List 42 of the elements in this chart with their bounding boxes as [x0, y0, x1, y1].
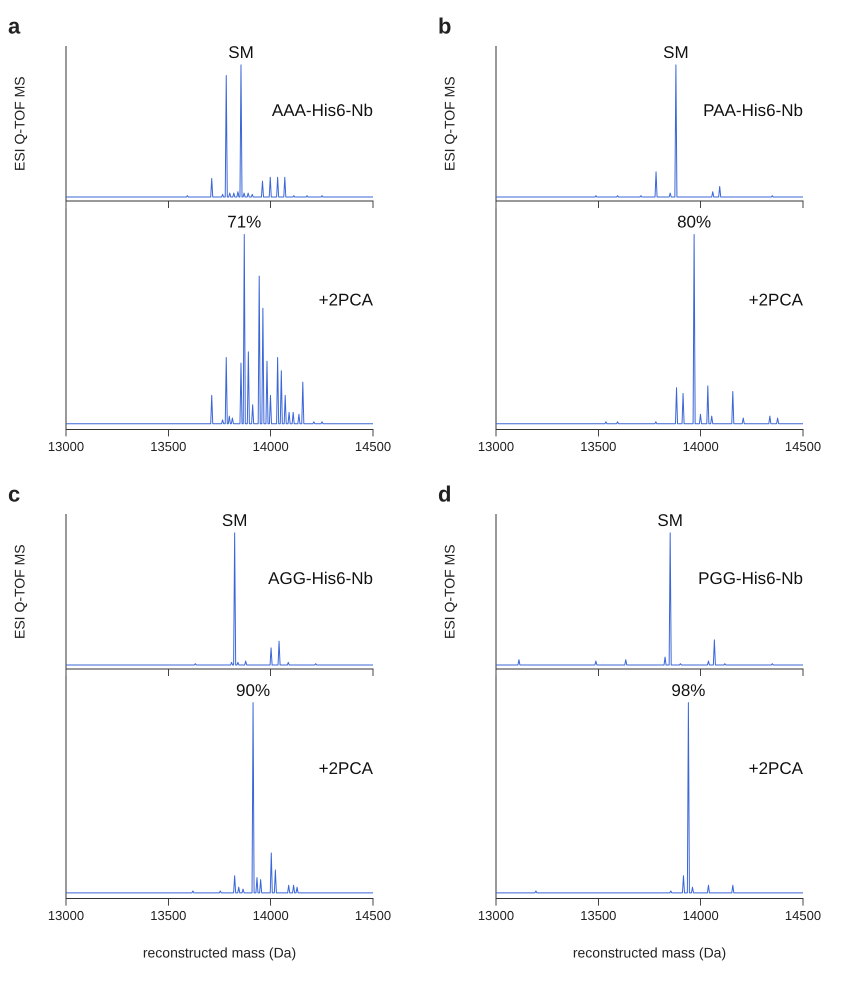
- y-axis-title: ESI Q-TOF MS: [441, 76, 458, 172]
- chart-title: b: [438, 13, 452, 38]
- annotation: AAA-His6-Nb: [272, 101, 373, 120]
- annotation: +2PCA: [748, 290, 804, 310]
- x-tick-label: 14000: [682, 438, 719, 454]
- x-tick-label: 14500: [354, 908, 392, 923]
- annotation: SM: [663, 43, 689, 62]
- annotation: 98%: [671, 680, 706, 700]
- x-tick-label: 13500: [580, 438, 616, 454]
- y-axis-title: ESI Q-TOF MS: [11, 76, 28, 172]
- chart-title: c: [8, 481, 20, 506]
- x-axis-title: reconstructed mass (Da): [142, 944, 296, 960]
- x-tick-label: 13500: [580, 908, 616, 923]
- chart-title: a: [8, 13, 21, 38]
- x-tick-label: 14000: [252, 438, 289, 454]
- x-tick-label: 13500: [150, 908, 186, 923]
- x-tick-label: 13000: [48, 438, 84, 454]
- annotation: +2PCA: [318, 759, 374, 778]
- y-axis-title: ESI Q-TOF MS: [441, 544, 458, 640]
- annotation: +2PCA: [318, 290, 374, 310]
- annotation: 71%: [227, 212, 262, 232]
- x-tick-label: 14000: [682, 908, 719, 923]
- x-tick-label: 14000: [252, 908, 289, 923]
- annotation: SM: [228, 43, 254, 62]
- x-tick-label: 13500: [150, 438, 186, 454]
- chart-title: d: [438, 481, 452, 506]
- annotation: 90%: [236, 680, 270, 700]
- x-tick-label: 14500: [784, 908, 822, 923]
- y-axis-title: ESI Q-TOF MS: [11, 544, 28, 640]
- annotation: 80%: [677, 212, 712, 232]
- x-tick-label: 14500: [354, 438, 392, 454]
- annotation: PAA-His6-Nb: [703, 101, 803, 120]
- x-tick-label: 14500: [784, 438, 822, 454]
- annotation: +2PCA: [748, 759, 804, 778]
- annotation: AGG-His6-Nb: [268, 569, 373, 588]
- x-tick-label: 13000: [478, 908, 514, 923]
- annotation: PGG-His6-Nb: [698, 569, 803, 588]
- x-tick-label: 13000: [478, 438, 514, 454]
- annotation: SM: [657, 511, 683, 530]
- x-tick-label: 13000: [48, 908, 84, 923]
- annotation: SM: [222, 511, 248, 530]
- x-axis-title: reconstructed mass (Da): [572, 944, 726, 960]
